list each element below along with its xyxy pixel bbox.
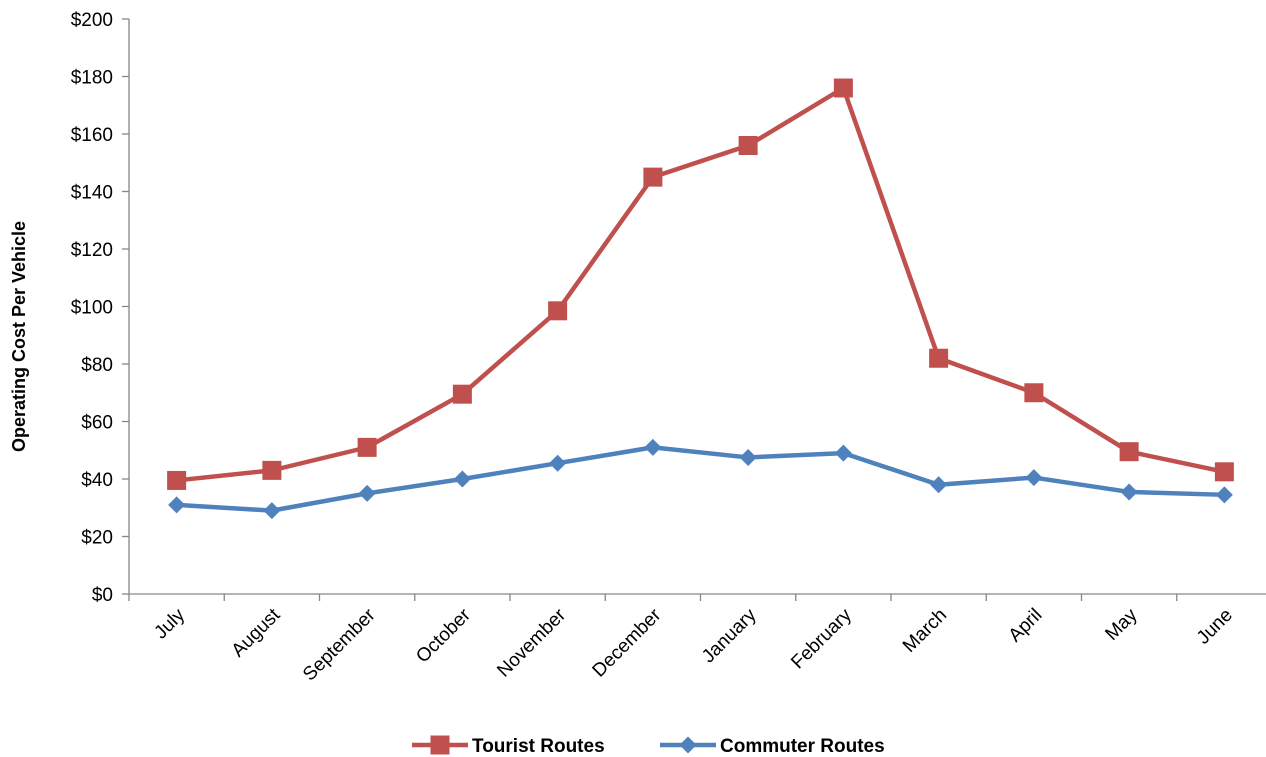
tourist-routes-point: [1214, 462, 1234, 482]
x-tick-label: April: [1005, 605, 1047, 647]
tourist-routes-point: [452, 384, 472, 404]
y-tick-label: $120: [71, 240, 113, 261]
y-tick-label: $180: [71, 68, 113, 89]
legend: Tourist Routes Commuter Routes: [412, 735, 885, 757]
x-tick-label: September: [299, 604, 380, 685]
legend-label: Tourist Routes: [472, 736, 605, 757]
x-tick-label: October: [412, 604, 475, 667]
tourist-routes-point: [929, 348, 949, 368]
x-tick-label: June: [1193, 605, 1237, 649]
x-tick-label: August: [228, 604, 285, 661]
commuter-routes-point: [1120, 483, 1138, 501]
commuter-routes-point: [739, 448, 757, 466]
x-tick-label: January: [698, 604, 761, 667]
commuter-routes-point: [1215, 486, 1233, 504]
commuter-routes-point: [168, 496, 186, 514]
legend-marker-swatch: [430, 735, 450, 755]
commuter-routes-line: [176, 445, 1225, 513]
commuter-routes-point: [1025, 469, 1043, 487]
x-tick-label: February: [787, 604, 856, 673]
y-tick-label: $40: [81, 470, 113, 491]
legend-item-commuter-routes: Commuter Routes: [660, 736, 885, 757]
x-tick-label: March: [899, 605, 951, 657]
tourist-routes-point: [262, 460, 282, 480]
commuter-routes-point: [358, 484, 376, 502]
x-tick-label: November: [493, 604, 570, 681]
tourist-routes-point: [548, 301, 568, 321]
y-tick-label: $0: [92, 585, 113, 606]
series-tourist-routes: [167, 78, 1234, 490]
legend-item-tourist-routes: Tourist Routes: [412, 735, 605, 757]
x-tick-label: December: [589, 604, 666, 681]
tourist-routes-point: [357, 437, 377, 457]
series-layer: [167, 78, 1234, 520]
tourist-routes-point: [167, 470, 187, 490]
tourist-routes-point: [1119, 442, 1139, 462]
commuter-routes-point: [549, 454, 567, 472]
y-tick-label: $140: [71, 183, 113, 204]
y-tick-label: $20: [81, 528, 113, 549]
x-tick-label: May: [1101, 604, 1142, 645]
commuter-routes-point: [453, 470, 471, 488]
legend-label: Commuter Routes: [720, 736, 885, 757]
y-tick-label: $80: [81, 355, 113, 376]
y-tick-label: $60: [81, 413, 113, 434]
tourist-routes-point: [643, 167, 663, 187]
commuter-routes-point: [644, 438, 662, 456]
tourist-routes-line: [176, 85, 1225, 483]
y-axis-title: Operating Cost Per Vehicle: [9, 221, 29, 452]
y-axis-ticks: $0 $20 $40 $60 $80 $100 $120 $140 $160 $180 $200: [71, 10, 129, 606]
y-tick-label: $100: [71, 298, 113, 319]
tourist-routes-point: [833, 78, 853, 98]
series-commuter-routes: [168, 438, 1233, 520]
x-tick-label: July: [150, 604, 189, 643]
x-axis-ticks: July August September October November Decemb…: [128, 594, 1237, 685]
tourist-routes-point: [738, 136, 758, 155]
y-tick-label: $160: [71, 125, 113, 146]
commuter-routes-point: [834, 444, 852, 462]
commuter-routes-point: [263, 502, 281, 520]
commuter-routes-point: [930, 476, 948, 494]
legend-marker-swatch: [679, 736, 697, 754]
tourist-routes-point: [1024, 383, 1044, 403]
y-tick-label: $200: [71, 10, 113, 31]
